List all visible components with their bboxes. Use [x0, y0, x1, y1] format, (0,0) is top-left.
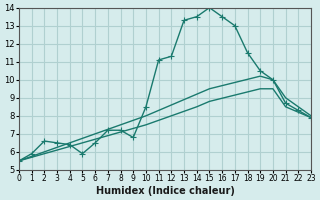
X-axis label: Humidex (Indice chaleur): Humidex (Indice chaleur)	[96, 186, 235, 196]
